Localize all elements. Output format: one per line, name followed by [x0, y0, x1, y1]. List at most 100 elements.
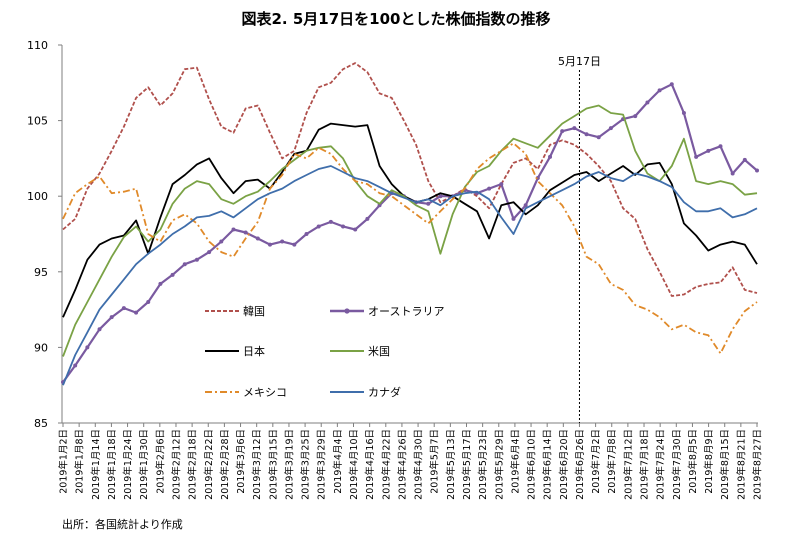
- series-line-3: [62, 122, 758, 318]
- x-tick-label: 2019年1月8日: [74, 429, 86, 494]
- series-point-2: [146, 300, 151, 305]
- x-tick-label: 2019年8月5日: [687, 429, 699, 494]
- series-point-2: [755, 168, 759, 173]
- x-tick-label: 2019年7月18日: [639, 429, 651, 500]
- series-point-2: [560, 129, 565, 134]
- series-point-2: [219, 239, 224, 244]
- x-tick-label: 2019年5月29日: [493, 429, 505, 500]
- x-tick-label: 2019年8月27日: [752, 429, 764, 500]
- x-tick-label: 2019年5月13日: [445, 429, 457, 500]
- x-tick-label: 2019年7月24日: [655, 429, 667, 500]
- legend-label-2: オーストラリア: [368, 305, 444, 318]
- series-point-2: [182, 262, 187, 267]
- series-point-2: [73, 363, 78, 368]
- chart-title: 図表2. 5月17日を100とした株価指数の推移: [242, 10, 551, 28]
- x-tick-label: 2019年6月10日: [526, 429, 538, 500]
- series-point-2: [487, 186, 492, 191]
- annotation-group: 5月17日: [558, 55, 601, 423]
- x-tick-label: 2019年3月29日: [316, 429, 328, 500]
- series-point-2: [170, 272, 175, 277]
- series-point-2: [121, 306, 126, 311]
- x-tick-label: 2019年3月12日: [251, 429, 263, 500]
- series-point-2: [304, 232, 309, 236]
- x-tick-label: 2019年6月4日: [509, 429, 521, 494]
- y-tick-label: 100: [27, 190, 48, 203]
- series-point-2: [97, 327, 102, 332]
- series-point-2: [596, 135, 601, 140]
- y-tick-label: 85: [34, 417, 48, 430]
- series-point-2: [548, 154, 553, 159]
- series-point-2: [194, 257, 199, 262]
- x-tick-label: 2019年7月8日: [606, 429, 618, 494]
- series-point-2: [243, 230, 248, 235]
- x-tick-label: 2019年2月28日: [219, 429, 231, 500]
- x-tick-label: 2019年7月12日: [622, 429, 634, 500]
- series-point-2: [158, 281, 163, 286]
- x-tick-label: 2019年6月20日: [558, 429, 570, 500]
- series-point-2: [608, 126, 613, 131]
- series-point-2: [328, 219, 333, 224]
- y-tick-label: 110: [27, 39, 48, 52]
- series-point-2: [267, 242, 272, 247]
- plot-area: [61, 45, 758, 424]
- annotation-label: 5月17日: [558, 55, 601, 68]
- x-tick-label: 2019年3月6日: [235, 429, 247, 494]
- x-tick-label: 2019年4月26日: [396, 429, 408, 500]
- source-note: 出所：各国統計より作成: [62, 517, 183, 531]
- legend-label-5: メキシコ: [243, 386, 287, 399]
- series-point-2: [426, 201, 431, 206]
- x-tick-label: 2019年6月26日: [574, 429, 586, 500]
- series-line-2: [62, 83, 758, 383]
- y-tick-label: 90: [34, 341, 48, 354]
- x-tick-label: 2019年4月10日: [348, 429, 360, 500]
- series-point-2: [657, 88, 662, 93]
- x-tick-label: 2019年3月19日: [283, 429, 295, 500]
- legend-marker: [344, 308, 350, 314]
- x-tick-label: 2019年4月4日: [332, 429, 344, 494]
- x-tick-label: 2019年8月9日: [703, 429, 715, 494]
- series-point-2: [572, 126, 577, 131]
- x-tick-label: 2019年2月6日: [154, 429, 166, 494]
- series-point-2: [280, 239, 285, 244]
- series-point-2: [742, 157, 747, 162]
- series-point-2: [584, 132, 589, 137]
- x-tick-label: 2019年8月21日: [735, 429, 747, 500]
- series-point-2: [341, 224, 346, 229]
- series-line-6: [62, 165, 758, 386]
- series-point-2: [316, 224, 321, 229]
- x-axis: 2019年1月2日 2019年1月8日 2019年1月14日 2019年1月18日 20…: [58, 423, 764, 500]
- x-tick-label: 2019年3月25日: [300, 429, 312, 500]
- series-point-2: [718, 144, 723, 149]
- x-tick-label: 2019年1月14日: [90, 429, 102, 500]
- series-point-2: [365, 216, 370, 221]
- series-point-2: [377, 203, 382, 208]
- series-point-2: [499, 182, 504, 187]
- legend-label-4: 米国: [368, 345, 390, 358]
- x-tick-label: 2019年1月18日: [106, 429, 118, 500]
- legend-label-3: 日本: [243, 344, 265, 358]
- series-point-2: [511, 216, 516, 221]
- series-point-2: [353, 227, 358, 232]
- series-point-2: [207, 250, 212, 255]
- x-tick-label: 2019年3月15日: [267, 429, 279, 500]
- x-tick-label: 2019年2月22日: [203, 429, 215, 500]
- x-tick-label: 2019年8月15日: [719, 429, 731, 500]
- series-point-2: [85, 345, 90, 350]
- x-tick-label: 2019年4月22日: [380, 429, 392, 500]
- series-point-2: [706, 148, 711, 153]
- x-tick-label: 2019年1月24日: [122, 429, 134, 500]
- series-point-2: [681, 111, 686, 116]
- x-tick-label: 2019年6月14日: [542, 429, 554, 500]
- series-point-2: [438, 194, 443, 199]
- x-tick-label: 2019年7月2日: [590, 429, 602, 494]
- series-point-2: [231, 227, 236, 232]
- series-point-2: [633, 114, 638, 119]
- x-tick-label: 2019年5月23日: [477, 429, 489, 500]
- legend-label-1: 韓国: [243, 305, 265, 318]
- series-point-2: [292, 242, 297, 247]
- series-point-2: [645, 100, 650, 105]
- x-tick-label: 2019年4月16日: [364, 429, 376, 500]
- y-tick-label: 105: [27, 115, 48, 128]
